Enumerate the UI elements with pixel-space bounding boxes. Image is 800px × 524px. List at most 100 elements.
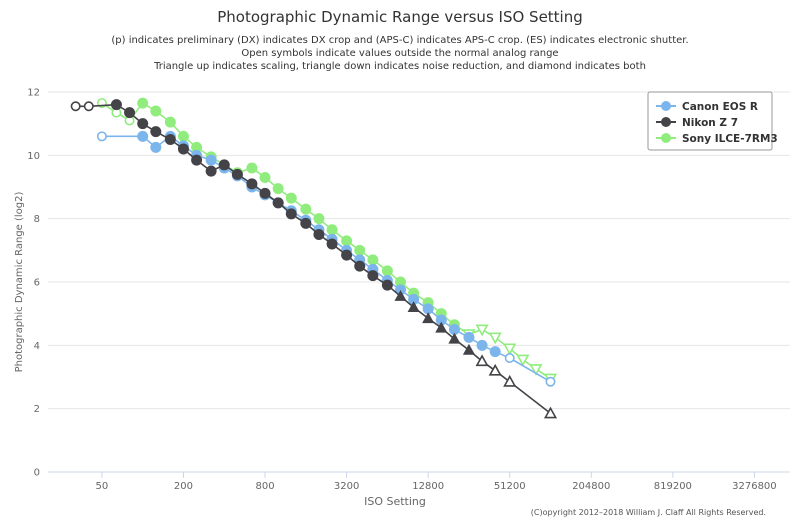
data-point[interactable] [463, 331, 475, 343]
data-point[interactable] [503, 374, 517, 387]
data-point[interactable] [96, 131, 107, 142]
data-point[interactable] [504, 352, 515, 363]
data-point[interactable] [246, 162, 258, 174]
data-point[interactable] [272, 183, 284, 195]
copyright-credit: (C)opyright 2012–2018 William J. Claff A… [530, 508, 766, 517]
data-point[interactable] [367, 270, 379, 282]
legend-box [647, 91, 773, 151]
data-point[interactable] [503, 343, 517, 356]
legend[interactable]: Canon EOS R Nikon Z 7 Sony ILCE-7RM3 [647, 91, 778, 151]
data-point[interactable] [448, 332, 461, 344]
data-point[interactable] [137, 97, 149, 109]
chart-subtitle-line-2: Open symbols indicate values outside the… [241, 48, 559, 59]
data-point[interactable] [381, 279, 393, 291]
data-point[interactable] [246, 178, 258, 190]
y-tick-label: 12 [27, 88, 40, 99]
legend-item[interactable]: Sony ILCE-7RM3 [656, 133, 778, 145]
y-tick-label: 4 [34, 341, 40, 352]
y-tick-label: 0 [34, 468, 40, 479]
x-tick-label: 51200 [494, 481, 526, 492]
data-point[interactable] [300, 203, 312, 215]
legend-marker [661, 101, 671, 111]
series-1 [70, 99, 558, 419]
data-point[interactable] [488, 332, 502, 345]
data-point[interactable] [476, 339, 488, 351]
chart-subtitle-line-3: Triangle up indicates scaling, triangle … [154, 61, 646, 72]
data-point[interactable] [150, 141, 162, 153]
data-point[interactable] [543, 406, 558, 419]
data-point[interactable] [137, 118, 149, 130]
data-point[interactable] [394, 290, 407, 301]
data-point[interactable] [475, 354, 489, 367]
data-point[interactable] [205, 165, 217, 177]
data-point[interactable] [259, 187, 271, 199]
data-point[interactable] [285, 192, 297, 204]
data-point[interactable] [381, 265, 393, 277]
legend-label: Canon EOS R [682, 101, 758, 113]
data-point[interactable] [326, 238, 338, 250]
data-point[interactable] [191, 154, 203, 166]
data-point[interactable] [150, 126, 162, 138]
data-point[interactable] [231, 168, 243, 180]
data-point[interactable] [272, 197, 284, 209]
series-2 [96, 97, 558, 386]
data-point[interactable] [259, 172, 271, 183]
data-point[interactable] [354, 244, 366, 256]
x-axis-title: ISO Setting [364, 495, 426, 508]
data-point[interactable] [407, 301, 420, 312]
x-tick-label: 800 [255, 481, 274, 492]
data-point[interactable] [313, 213, 325, 225]
legend-marker [661, 133, 671, 143]
data-point[interactable] [218, 159, 230, 171]
data-point[interactable] [164, 134, 176, 145]
data-point[interactable] [462, 343, 475, 355]
chart-title: Photographic Dynamic Range versus ISO Se… [217, 8, 583, 26]
data-point[interactable] [70, 101, 81, 112]
data-point[interactable] [177, 130, 189, 142]
x-tick-label: 3200 [334, 481, 359, 492]
data-point[interactable] [137, 130, 149, 142]
data-point[interactable] [529, 364, 543, 376]
data-point[interactable] [313, 229, 325, 240]
x-tick-label: 12800 [412, 481, 444, 492]
series-line [101, 102, 551, 380]
legend-label: Sony ILCE-7RM3 [682, 133, 778, 145]
data-point[interactable] [150, 105, 162, 117]
data-point[interactable] [83, 101, 94, 112]
data-point[interactable] [489, 346, 501, 358]
data-point[interactable] [435, 321, 448, 333]
data-point[interactable] [300, 217, 312, 229]
x-tick-label: 200 [174, 481, 193, 492]
data-point[interactable] [475, 324, 489, 337]
data-point[interactable] [177, 143, 189, 155]
data-point[interactable] [367, 254, 379, 266]
x-tick-label: 3276800 [732, 481, 777, 492]
series-line [75, 103, 551, 415]
data-point[interactable] [164, 116, 176, 128]
data-point[interactable] [545, 376, 556, 387]
data-point[interactable] [354, 260, 366, 272]
x-tick-label: 50 [96, 481, 109, 492]
data-point[interactable] [341, 249, 353, 261]
data-point[interactable] [516, 354, 530, 367]
x-tick-label: 819200 [654, 481, 692, 492]
y-tick-label: 10 [27, 151, 40, 162]
legend-item[interactable]: Canon EOS R [656, 101, 758, 113]
data-point[interactable] [488, 363, 502, 376]
data-point[interactable] [326, 224, 338, 236]
data-point[interactable] [205, 154, 217, 166]
y-axis-title: Photographic Dynamic Range (log2) [14, 192, 25, 373]
legend-marker [661, 117, 671, 127]
chart-subtitle-line-1: (p) indicates preliminary (DX) indicates… [111, 35, 689, 46]
legend-item[interactable]: Nikon Z 7 [656, 117, 738, 129]
data-point[interactable] [124, 107, 136, 119]
data-point[interactable] [110, 99, 122, 111]
data-point[interactable] [422, 312, 435, 324]
y-tick-label: 2 [34, 404, 40, 415]
data-point[interactable] [341, 235, 353, 247]
data-point[interactable] [285, 208, 297, 220]
y-tick-label: 8 [34, 214, 40, 225]
y-tick-label: 6 [34, 278, 40, 289]
legend-label: Nikon Z 7 [682, 117, 738, 129]
